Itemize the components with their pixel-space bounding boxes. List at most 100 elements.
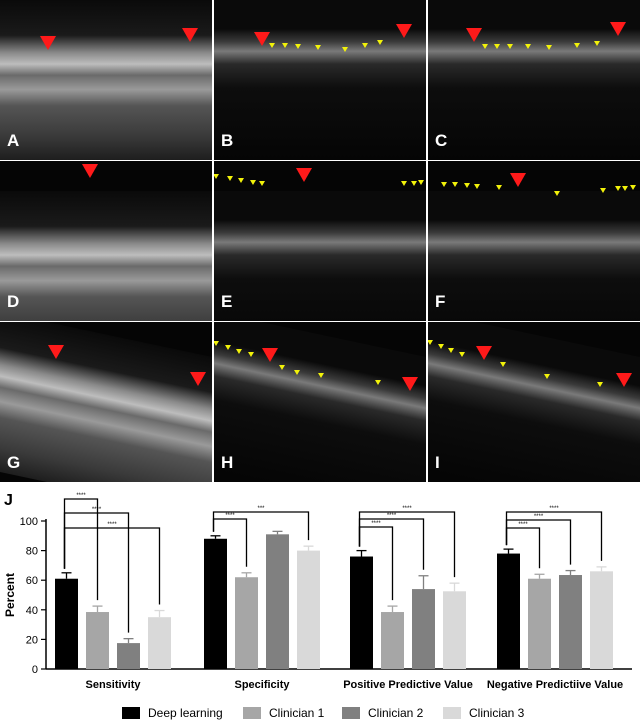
yellow-arrowhead-icon [441,182,447,187]
significance-stars: *** [257,506,265,512]
significance-stars: **** [387,513,397,519]
yellow-arrowhead-icon [546,45,552,50]
yellow-arrowhead-icon [236,349,242,354]
oct-image-grid: A B C D E F G H I [0,0,640,483]
yellow-arrowhead-icon [496,185,502,190]
bar-deep-learning [55,578,78,669]
yellow-arrowhead-icon [411,181,417,186]
yellow-arrowhead-icon [448,348,454,353]
yellow-arrowhead-icon [250,180,256,185]
yellow-arrowhead-icon [464,183,470,188]
yellow-arrowhead-icon [401,181,407,186]
category-label: Positive Predictive Value [343,679,473,691]
panel-label: B [221,131,234,150]
bar-clinician-3 [590,571,613,669]
significance-stars: **** [549,506,559,512]
yellow-arrowhead-icon [597,382,603,387]
red-arrowhead-icon [296,168,312,182]
category-label: Sensitivity [85,679,141,691]
yellow-arrowhead-icon [315,45,321,50]
yellow-arrowhead-icon [248,352,254,357]
y-tick-label: 20 [26,634,38,646]
retina-layers [0,191,212,321]
red-arrowhead-icon [396,24,412,38]
yellow-arrowhead-icon [482,44,488,49]
significance-stars: **** [518,522,528,528]
significance-stars: **** [76,493,86,499]
y-tick-label: 100 [20,516,38,528]
significance-stars: **** [534,514,544,520]
bar-clinician-1 [528,578,551,669]
red-arrowhead-icon [402,377,418,391]
category-label: Specificity [234,679,290,691]
legend-label: Clinician 2 [368,706,424,720]
category-label: Negative Predictiive Value [487,679,623,691]
y-tick-label: 0 [32,664,38,676]
panel-label: I [435,453,440,472]
legend-swatch [122,707,140,719]
yellow-arrowhead-icon [500,362,506,367]
yellow-arrowhead-icon [507,44,513,49]
retina-layers [428,0,640,160]
oct-panel-d: D [0,161,212,321]
oct-panel-h: H [214,322,426,482]
retina-layers [428,191,640,321]
bar-clinician-2 [117,643,140,669]
y-tick-label: 60 [26,575,38,587]
panel-label: E [221,292,233,311]
retina-layers [214,322,426,482]
yellow-arrowhead-icon [375,380,381,385]
yellow-arrowhead-icon [574,43,580,48]
yellow-arrowhead-icon [377,40,383,45]
bar-chart-j: J 0 20 40 60 80 100 Percent Sensitivity Specifici… [3,492,632,720]
panel-label: D [7,292,20,311]
oct-panel-e: E [214,161,426,321]
yellow-arrowhead-icon [622,186,628,191]
red-arrowhead-icon [466,28,482,42]
y-axis-title: Percent [3,573,17,617]
retina-layers [428,322,640,482]
red-arrowhead-icon [616,373,632,387]
significance-stars: **** [107,522,117,528]
oct-panel-g: G [0,322,212,482]
yellow-arrowhead-icon [295,44,301,49]
yellow-arrowhead-icon [238,178,244,183]
bar-clinician-2 [266,534,289,669]
oct-scan-image [428,322,640,482]
legend-label: Clinician 1 [269,706,325,720]
oct-panel-i: I [428,322,640,482]
red-arrowhead-icon [190,372,206,386]
significance-bracket [212,511,310,541]
bar-clinician-1 [381,612,404,669]
red-arrowhead-icon [40,36,56,50]
y-tick-label: 40 [26,605,38,617]
red-arrowhead-icon [48,345,64,359]
oct-scan-image [428,0,640,160]
yellow-arrowhead-icon [438,344,444,349]
bar-deep-learning [497,553,520,669]
yellow-arrowhead-icon [554,191,560,196]
yellow-arrowhead-icon [362,43,368,48]
significance-bracket [63,527,161,605]
yellow-arrowhead-icon [459,352,465,357]
yellow-arrowhead-icon [630,185,636,190]
oct-scan-image [0,0,212,160]
bar-deep-learning [350,556,373,669]
oct-scan-image [214,0,426,160]
oct-scan-image [214,322,426,482]
retina-layers [214,191,426,321]
yellow-arrowhead-icon [544,374,550,379]
bar-deep-learning [204,538,227,669]
red-arrowhead-icon [262,348,278,362]
significance-stars: **** [92,507,102,513]
panel-label: H [221,453,234,472]
yellow-arrowhead-icon [214,341,219,346]
yellow-arrowhead-icon [214,174,219,179]
panel-label: A [7,131,20,150]
yellow-arrowhead-icon [474,184,480,189]
red-arrowhead-icon [254,32,270,46]
significance-bracket [505,511,603,561]
legend-swatch [342,707,360,719]
bar-clinician-2 [412,589,435,669]
yellow-arrowhead-icon [282,43,288,48]
